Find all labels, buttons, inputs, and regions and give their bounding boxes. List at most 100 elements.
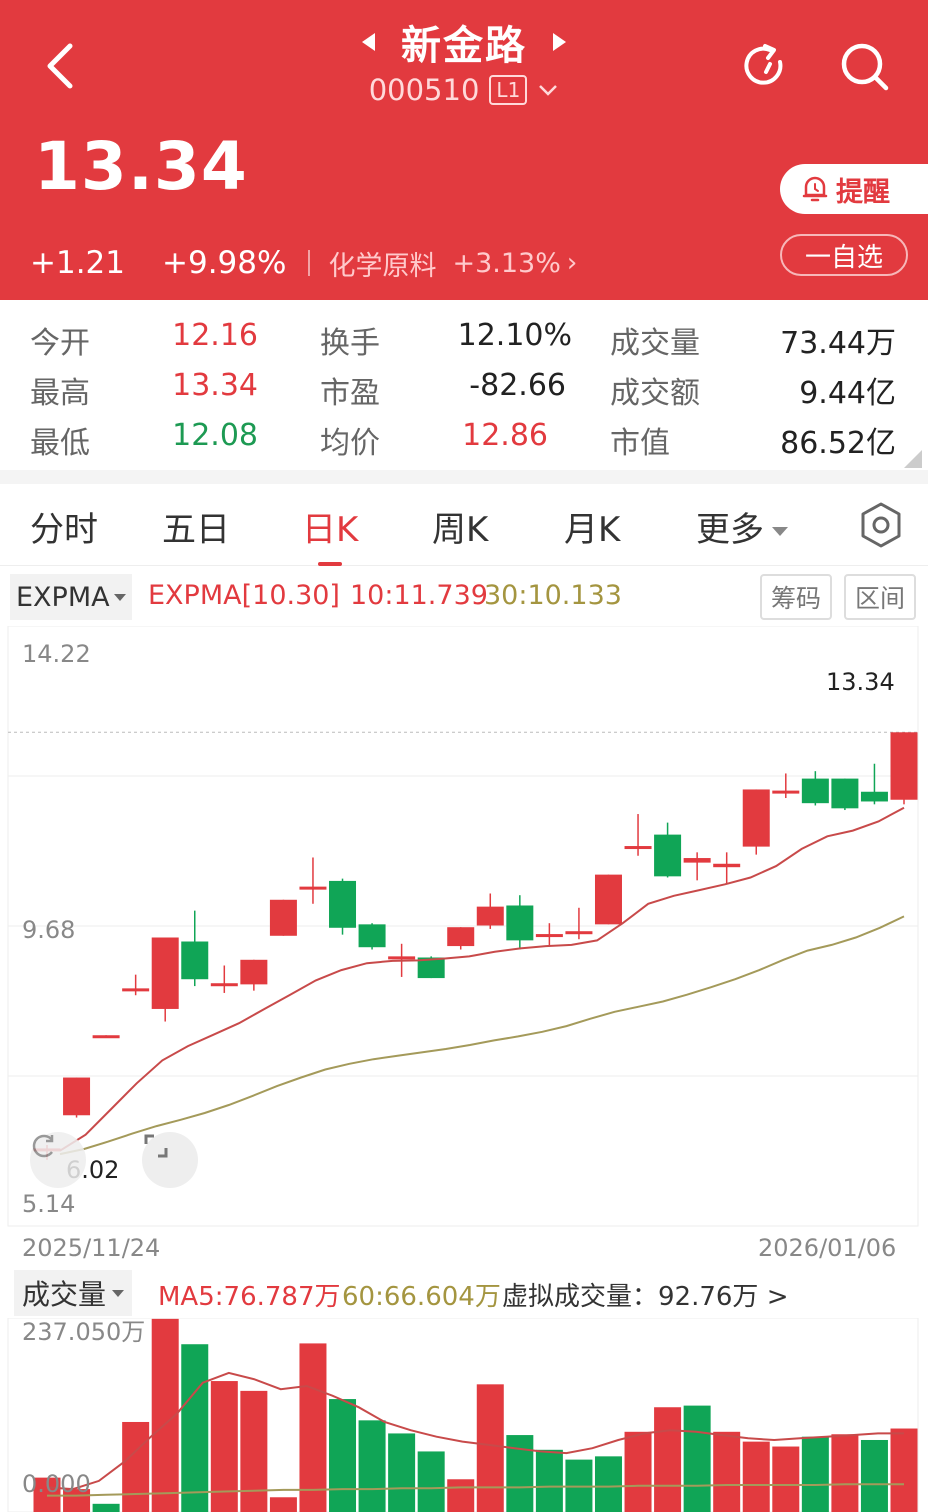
volume-bar <box>329 1399 357 1512</box>
volume-bar <box>181 1344 209 1512</box>
chevron-right-icon: › <box>566 248 578 278</box>
candle-body <box>683 858 711 863</box>
ema30-value: 30:10.133 <box>484 580 622 611</box>
volume-chart[interactable]: 237.050万 0.000 <box>0 1318 928 1512</box>
volume-bar <box>654 1407 682 1512</box>
search-button[interactable] <box>838 40 892 94</box>
expand-stats-toggle[interactable] <box>904 450 922 468</box>
reset-zoom-button[interactable] <box>30 1132 86 1188</box>
current-price: 13.34 <box>34 128 248 205</box>
candle-body <box>388 956 416 960</box>
tab-weekly-k[interactable]: 周K <box>432 510 489 550</box>
volume-bar <box>742 1441 770 1512</box>
stats-grid: 今开 12.16 换手 12.10% 成交量 73.44万 最高 13.34 市… <box>0 300 928 470</box>
stat-label-avg-price: 均价 <box>320 426 380 461</box>
volume-bar <box>683 1405 711 1512</box>
candle-body <box>476 906 504 926</box>
volume-bar <box>860 1439 888 1512</box>
active-tab-indicator <box>318 562 342 566</box>
candle-body <box>240 959 268 985</box>
stock-code-row[interactable]: 000510 L1 <box>300 72 628 108</box>
volume-bar <box>299 1343 327 1512</box>
hexagon-settings-icon <box>861 502 901 548</box>
volume-ma60-line <box>47 1483 904 1497</box>
volume-ma5-line <box>46 1371 904 1491</box>
kline-chart[interactable]: 14.22 9.68 5.14 2025/11/24 2026/01/06 13… <box>0 626 928 1266</box>
indicator-selector[interactable]: EXPMA <box>10 574 132 620</box>
tab-five-day[interactable]: 五日 <box>162 510 230 550</box>
next-stock-button[interactable] <box>553 33 566 51</box>
y-axis-min-label: 5.14 <box>22 1190 76 1218</box>
rotate-left-icon <box>32 1134 54 1158</box>
chart-settings-button[interactable] <box>858 500 904 550</box>
virtual-volume-link[interactable]: 虚拟成交量：92.76万 > <box>502 1282 789 1312</box>
stock-header: 新金路 000510 L1 13.34 提醒 <box>0 0 928 300</box>
volume-bar <box>506 1435 534 1512</box>
stock-name: 新金路 <box>401 23 527 69</box>
volume-bar <box>713 1431 741 1512</box>
candle-body <box>358 924 386 948</box>
industry-link[interactable]: 化学原料 <box>328 250 437 282</box>
volume-ma5: MA5:76.787万 <box>158 1282 341 1312</box>
stat-label-low: 最低 <box>30 426 90 461</box>
volume-selector[interactable]: 成交量 <box>14 1270 133 1316</box>
alarm-bell-icon <box>802 176 828 202</box>
add-to-watchlist-button[interactable]: 一自选 <box>780 234 908 276</box>
remind-button[interactable]: 提醒 <box>780 164 928 214</box>
volume-bar <box>417 1451 445 1512</box>
candle-body <box>151 937 179 1009</box>
volume-bar <box>447 1479 475 1512</box>
volume-y-min-label: 0.000 <box>22 1470 91 1498</box>
chevron-left-icon <box>47 43 73 89</box>
candle-body <box>181 941 209 980</box>
ema10-line <box>59 806 905 1152</box>
volume-frame <box>7 1318 919 1512</box>
candle-body <box>535 934 563 938</box>
stat-label-pe: 市盈 <box>320 376 380 411</box>
range-select-button[interactable]: 区间 <box>844 574 916 620</box>
volume-bar <box>240 1390 268 1512</box>
stat-label-high: 最高 <box>30 376 90 411</box>
tab-monthly-k[interactable]: 月K <box>564 510 621 550</box>
y-axis-mid-label: 9.68 <box>22 916 76 944</box>
volume-bar <box>388 1433 416 1512</box>
fullscreen-button[interactable] <box>142 1132 198 1188</box>
chevron-down-icon <box>539 85 558 96</box>
previous-stock-button[interactable] <box>362 33 375 51</box>
level-badge: L1 <box>489 75 528 105</box>
volume-bar <box>624 1431 652 1512</box>
candle-body <box>624 846 652 850</box>
industry-change: +3.13% <box>452 247 561 279</box>
stat-value-avg-price: 12.86 <box>462 418 548 453</box>
candle-body <box>210 983 238 987</box>
ema30-line <box>59 915 905 1156</box>
stock-title-area: 新金路 000510 L1 <box>300 12 628 108</box>
refresh-button[interactable] <box>740 42 790 92</box>
volume-bar <box>772 1446 800 1512</box>
candle-body <box>860 791 888 802</box>
stat-label-market-cap: 市值 <box>610 426 670 461</box>
volume-selector-label: 成交量 <box>22 1278 107 1311</box>
y-axis-max-label: 14.22 <box>22 640 91 668</box>
caret-down-icon <box>113 593 126 601</box>
change-percent: +9.98% <box>162 245 287 281</box>
indicator-bar: EXPMA EXPMA[10.30] 10:11.739 30:10.133 筹… <box>0 568 928 626</box>
stat-value-market-cap: 86.52亿 <box>780 426 896 461</box>
volume-bar <box>801 1436 829 1512</box>
tab-more[interactable]: 更多 <box>696 502 788 551</box>
candle-body <box>831 778 859 809</box>
remind-label: 提醒 <box>836 176 890 208</box>
stat-label-amount: 成交额 <box>610 376 700 411</box>
back-button[interactable] <box>40 38 80 94</box>
tab-daily-k[interactable]: 日K <box>302 510 359 550</box>
volume-bar <box>535 1449 563 1512</box>
tab-intraday[interactable]: 分时 <box>30 510 98 550</box>
volume-indicator-bar: 成交量 MA5:76.787万 60:66.604万 虚拟成交量：92.76万 … <box>0 1268 928 1318</box>
chip-distribution-button[interactable]: 筹码 <box>760 574 832 620</box>
section-divider <box>0 470 928 484</box>
refresh-icon <box>744 44 783 85</box>
volume-bar <box>831 1434 859 1512</box>
volume-bar <box>890 1428 918 1512</box>
candle-body <box>92 1035 120 1039</box>
candle-body <box>772 790 800 794</box>
